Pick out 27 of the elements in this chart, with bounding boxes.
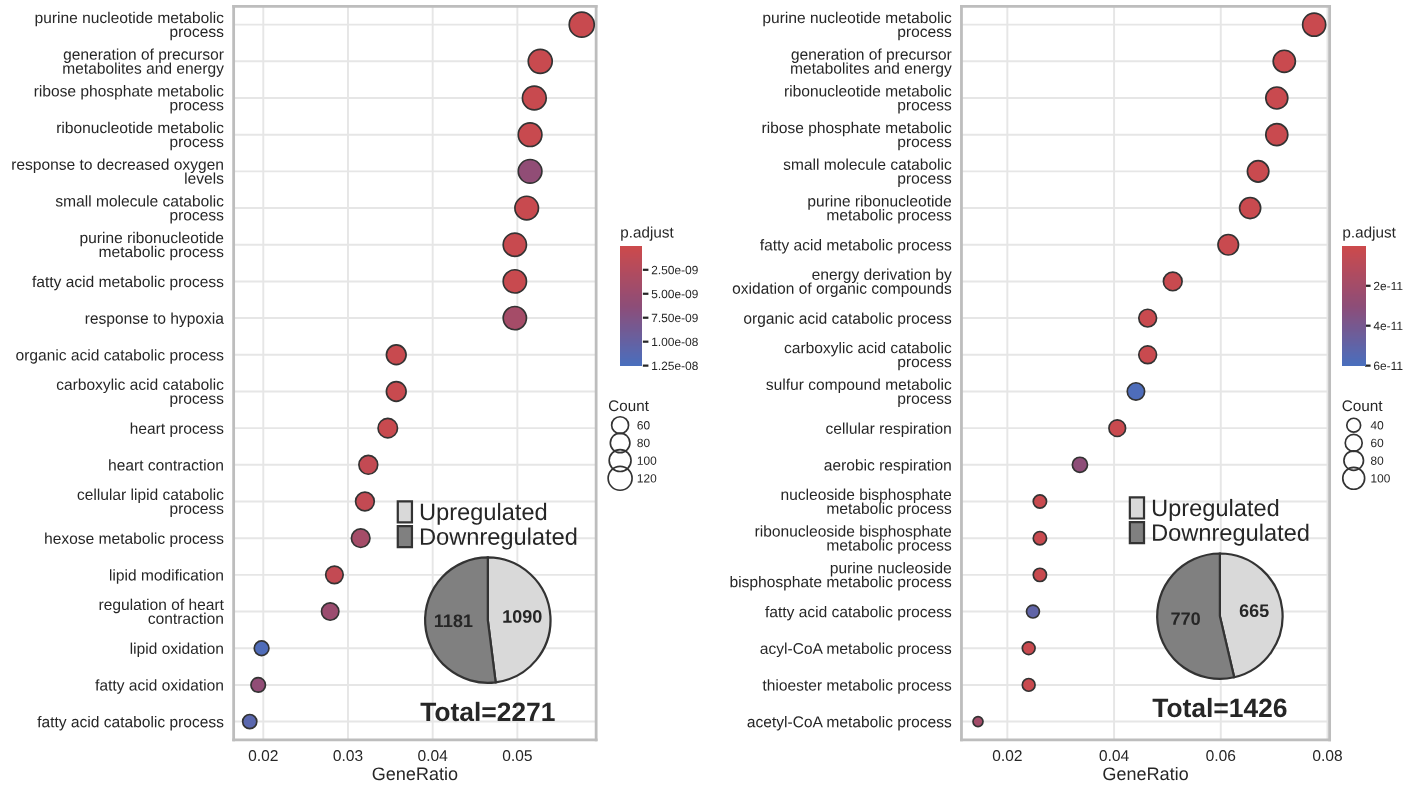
point: [324, 565, 345, 585]
data-label: 1181: [434, 614, 473, 628]
legend-label: Downregulated: [420, 527, 577, 550]
annotation: Total=2271: [420, 701, 555, 722]
data-label: 1090: [503, 610, 542, 623]
legend-label: Upregulated: [1152, 498, 1279, 521]
point: [1108, 418, 1127, 438]
point: [1162, 271, 1183, 292]
point: [320, 602, 340, 622]
data-label: 770: [1171, 612, 1200, 626]
point: [385, 344, 407, 366]
data-label: 665: [1239, 604, 1269, 618]
point: [1071, 456, 1089, 474]
point: [385, 380, 407, 403]
annotation: Total=1426: [1152, 697, 1287, 718]
point: [1137, 345, 1158, 365]
point: [1217, 233, 1240, 256]
x-axis-title: GeneRatio: [1103, 766, 1188, 781]
point: [350, 528, 371, 549]
legend-label: Downregulated: [1153, 523, 1309, 546]
point: [358, 454, 379, 476]
point: [354, 491, 376, 512]
point: [377, 417, 399, 439]
point: [1126, 381, 1146, 401]
x-axis-title: GeneRatio: [372, 766, 458, 781]
point: [1137, 308, 1158, 328]
legend-label: Upregulated: [420, 502, 547, 525]
